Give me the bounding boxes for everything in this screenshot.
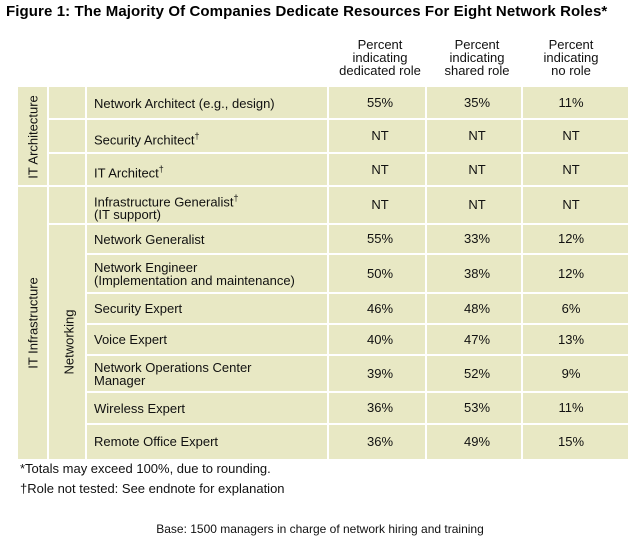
table-cell: 9%: [561, 365, 581, 381]
table-cell: NT: [371, 161, 389, 177]
role-label: Network Operations Center Manager: [94, 359, 252, 388]
table-cell: 15%: [557, 433, 585, 449]
table-cell: 11%: [558, 95, 584, 110]
table-cell: 33%: [463, 231, 491, 246]
table-body: [18, 87, 628, 459]
table-cell: 49%: [463, 433, 491, 449]
footnote-totals: *Totals may exceed 100%, due to rounding…: [20, 461, 271, 476]
horizontal-gridline: [86, 354, 628, 356]
column-header: Percent indicating dedicated role: [339, 37, 421, 78]
role-label: Wireless Expert: [94, 400, 186, 416]
table-cell: 50%: [366, 265, 394, 281]
table-cell: NT: [371, 128, 389, 143]
table-cell: 53%: [463, 400, 491, 415]
table-cell: 48%: [463, 300, 491, 316]
role-label: Voice Expert: [94, 332, 167, 347]
vertical-gridline: [47, 87, 49, 459]
role-label: Security Expert: [94, 301, 183, 316]
table-cell: 38%: [463, 265, 491, 281]
table-cell: 40%: [366, 331, 394, 347]
chart-title: Figure 1: The Majority Of Companies Dedi…: [6, 3, 608, 20]
horizontal-gridline: [18, 185, 628, 187]
table-cell: NT: [562, 197, 580, 212]
horizontal-gridline: [86, 323, 628, 325]
role-label: Network Generalist: [94, 231, 205, 247]
horizontal-gridline: [48, 152, 628, 154]
group-label: Networking: [61, 308, 77, 375]
vertical-gridline: [327, 87, 329, 459]
table-cell: 52%: [463, 365, 491, 381]
table-cell: 35%: [463, 95, 491, 110]
role-label: IT Architect†: [94, 164, 164, 181]
horizontal-gridline: [48, 118, 628, 120]
horizontal-gridline: [48, 223, 628, 225]
column-header: Percent indicating no role: [543, 37, 599, 78]
column-header: Percent indicating shared role: [444, 37, 510, 78]
table-cell: NT: [468, 128, 486, 143]
table-cell: NT: [562, 161, 580, 177]
table-cell: 13%: [557, 331, 585, 347]
table-cell: 47%: [463, 331, 491, 347]
table-cell: 36%: [366, 400, 394, 415]
horizontal-gridline: [86, 253, 628, 255]
table-cell: 11%: [558, 400, 584, 415]
horizontal-gridline: [86, 391, 628, 393]
horizontal-gridline: [86, 423, 628, 425]
horizontal-gridline: [86, 292, 628, 294]
role-label: Network Engineer (Implementation and main…: [94, 259, 295, 288]
vertical-gridline: [521, 87, 523, 459]
group-label: IT Architecture: [25, 94, 41, 179]
table-cell: NT: [562, 128, 580, 143]
table-cell: 55%: [366, 231, 394, 246]
table-cell: 6%: [561, 300, 581, 316]
role-label: Remote Office Expert: [94, 434, 219, 449]
table-cell: 12%: [557, 231, 585, 246]
table-cell: 55%: [366, 95, 394, 110]
table-cell: 46%: [366, 300, 394, 316]
table-cell: 36%: [366, 433, 394, 449]
role-label: Infrastructure Generalist† (IT support): [94, 193, 239, 223]
vertical-gridline: [85, 87, 87, 459]
table-cell: NT: [468, 161, 486, 177]
footnote-not-tested: †Role not tested: See endnote for explan…: [20, 481, 285, 496]
role-label: Network Architect (e.g., design): [94, 95, 275, 111]
vertical-gridline: [425, 87, 427, 459]
base-note: Base: 1500 managers in charge of network…: [156, 522, 484, 536]
table-cell: NT: [468, 197, 486, 212]
table-cell: 39%: [366, 365, 394, 381]
table-cell: NT: [371, 197, 389, 212]
role-label: Security Architect†: [94, 130, 200, 147]
group-label: IT Infrastructure: [25, 276, 41, 369]
table-cell: 12%: [557, 265, 585, 281]
